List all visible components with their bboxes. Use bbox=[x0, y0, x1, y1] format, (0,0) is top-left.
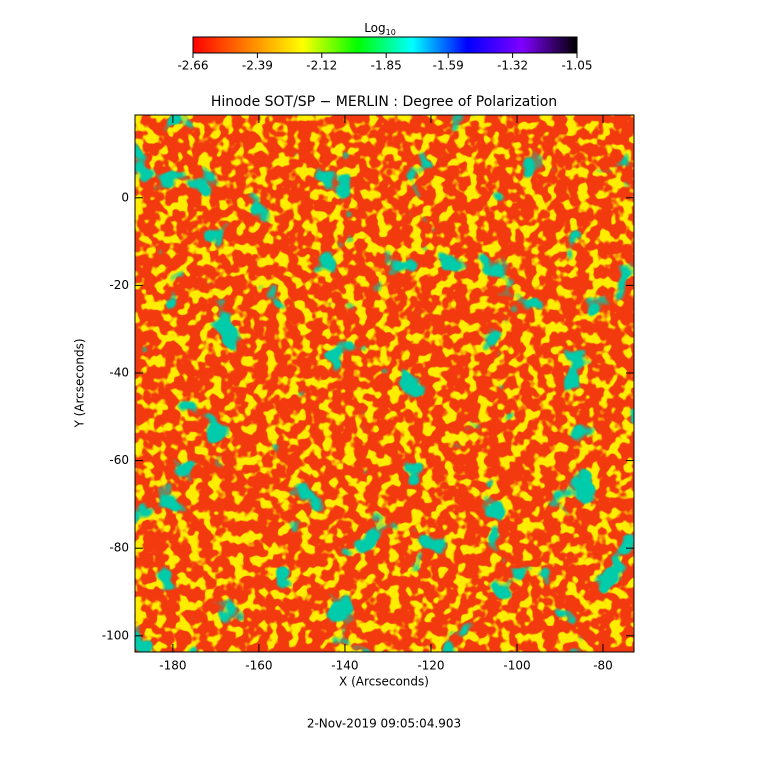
y-tick-label: -40 bbox=[109, 365, 129, 379]
y-tick-label: 0 bbox=[121, 190, 129, 204]
plot-frame bbox=[134, 114, 635, 653]
x-tick-label: -120 bbox=[417, 659, 444, 673]
y-tick-label: -100 bbox=[102, 628, 129, 642]
colorbar-tick-label: -2.66 bbox=[177, 59, 208, 73]
colorbar-tick-label: -1.05 bbox=[561, 59, 592, 73]
colorbar-tick-label: -1.32 bbox=[497, 59, 528, 73]
colorbar-tick-label: -2.39 bbox=[242, 59, 273, 73]
y-tick-label: -20 bbox=[109, 278, 129, 292]
heatmap-image bbox=[135, 115, 634, 652]
y-tick-label: -60 bbox=[109, 453, 129, 467]
colorbar-label-sub: 10 bbox=[386, 28, 396, 37]
x-axis-label: X (Arcseconds) bbox=[339, 675, 429, 689]
chart-title: Hinode SOT/SP − MERLIN : Degree of Polar… bbox=[211, 94, 557, 110]
x-tick-label: -140 bbox=[331, 659, 358, 673]
colorbar-tick-label: -1.59 bbox=[433, 59, 464, 73]
x-tick-label: -100 bbox=[503, 659, 530, 673]
colorbar-tick-label: -2.12 bbox=[306, 59, 337, 73]
x-tick-label: -80 bbox=[593, 659, 613, 673]
x-tick-label: -160 bbox=[245, 659, 272, 673]
colorbar-label: Log10 bbox=[364, 21, 396, 37]
colorbar bbox=[192, 36, 578, 54]
colorbar-tick-label: -1.85 bbox=[371, 59, 402, 73]
y-axis-label: Y (Arcseconds) bbox=[73, 338, 87, 428]
timestamp: 2-Nov-2019 09:05:04.903 bbox=[307, 717, 461, 731]
y-tick-label: -80 bbox=[109, 541, 129, 555]
x-tick-label: -180 bbox=[159, 659, 186, 673]
colorbar-label-main: Log bbox=[364, 21, 385, 35]
